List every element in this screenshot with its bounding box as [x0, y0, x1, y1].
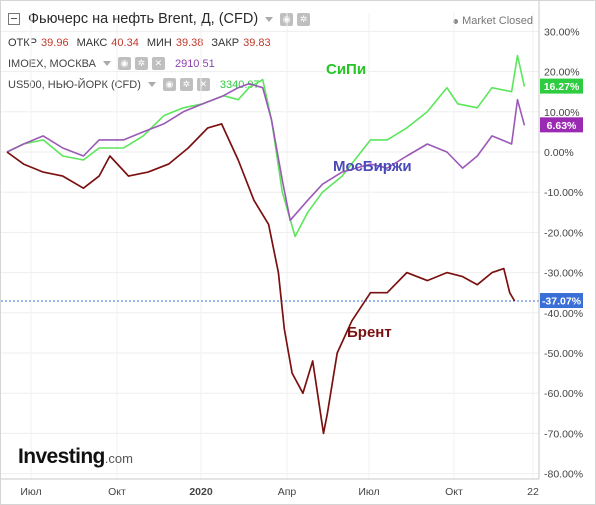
- annotation-brent: Брент: [347, 324, 392, 341]
- series-line-moex: [6, 82, 526, 222]
- ohlc-high-value: 40.34: [111, 37, 139, 49]
- value-badge-label-moex: 6.63%: [547, 120, 577, 132]
- y-tick-label: -60.00%: [544, 388, 583, 400]
- ohlc-open-label: ОТКР: [8, 37, 38, 49]
- y-tick-label: -20.00%: [544, 227, 583, 239]
- settings-icon[interactable]: ✲: [134, 57, 148, 70]
- y-tick-label: 0.00%: [544, 147, 574, 159]
- settings-icon[interactable]: ✲: [179, 78, 193, 91]
- comparison-name-sp: US500, НЬЮ-ЙОРК (CFD): [8, 78, 141, 91]
- y-tick-label: -80.00%: [544, 469, 583, 481]
- x-tick-label: Июл: [358, 486, 379, 498]
- value-badge-sp: [540, 78, 583, 94]
- value-badge-label-brent: -37.07%: [542, 296, 582, 308]
- visibility-icon[interactable]: ◉: [162, 78, 176, 91]
- ohlc-low-label: МИН: [146, 37, 172, 49]
- x-tick-label: Окт: [108, 486, 126, 498]
- x-tick-label: 22: [527, 486, 539, 498]
- ohlc-close-value: 39.83: [243, 37, 271, 49]
- y-tick-label: 30.00%: [544, 26, 580, 38]
- y-tick-label: -30.00%: [544, 268, 583, 280]
- ohlc-high-label: МАКС: [76, 37, 108, 49]
- x-tick-label: Июл: [20, 486, 41, 498]
- title-dropdown-icon[interactable]: [265, 16, 274, 22]
- annotation-sp: СиПи: [326, 61, 367, 78]
- y-tick-label: -40.00%: [544, 308, 583, 320]
- y-tick-label: 20.00%: [544, 67, 580, 79]
- logo-suffix: .com: [104, 451, 133, 466]
- y-tick-label: 10.00%: [544, 107, 580, 119]
- comparison-dropdown-icon[interactable]: [147, 82, 156, 87]
- value-badge-brent: [540, 293, 583, 309]
- series-line-sp: [6, 54, 526, 238]
- close-icon[interactable]: ✕: [196, 78, 210, 91]
- value-badge-label-sp: 16.27%: [544, 81, 580, 93]
- settings-icon[interactable]: ✲: [297, 12, 311, 26]
- annotation-moex: МосБиржи: [333, 158, 412, 175]
- ohlc-row: ОТКР 39.96 МАКС 40.34 МИН 39.38 ЗАКР 39.…: [8, 37, 275, 49]
- comparison-name-moex: IMOEX, МОСКВА: [8, 57, 96, 70]
- close-icon[interactable]: ✕: [151, 57, 165, 70]
- comparison-row-sp: US500, НЬЮ-ЙОРК (CFD) ◉ ✲ ✕ 3340.97: [8, 78, 260, 91]
- market-status: Market Closed: [453, 15, 533, 27]
- comparison-row-moex: IMOEX, МОСКВА ◉ ✲ ✕ 2910.51: [8, 57, 215, 70]
- investing-logo: Investing.com: [18, 445, 133, 469]
- y-tick-label: -50.00%: [544, 348, 583, 360]
- series-line-brent: [6, 123, 516, 435]
- collapse-icon[interactable]: [8, 13, 20, 25]
- y-tick-label: -10.00%: [544, 187, 583, 199]
- x-tick-label: Апр: [278, 486, 297, 498]
- status-dot-icon: [453, 18, 459, 24]
- market-status-text: Market Closed: [462, 15, 533, 27]
- visibility-icon[interactable]: ◉: [117, 57, 131, 70]
- ohlc-low-value: 39.38: [175, 37, 204, 49]
- y-tick-label: -70.00%: [544, 428, 583, 440]
- value-badge-moex: [540, 117, 583, 133]
- x-tick-label: Окт: [445, 486, 463, 498]
- logo-main: Investing: [18, 445, 105, 468]
- comparison-value-moex: 2910.51: [174, 57, 215, 70]
- x-tick-label: 2020: [189, 486, 213, 498]
- comparison-dropdown-icon[interactable]: [102, 61, 111, 66]
- ohlc-close-label: ЗАКР: [211, 37, 240, 49]
- ohlc-open-value: 39.96: [41, 37, 69, 49]
